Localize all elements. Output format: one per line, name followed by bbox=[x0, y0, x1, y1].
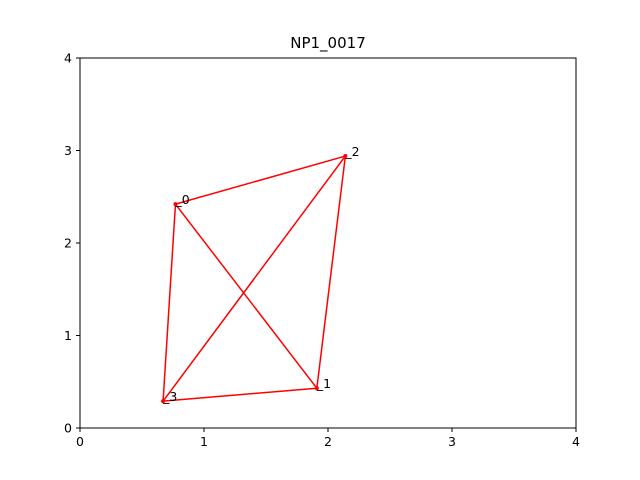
edge-0-2 bbox=[175, 155, 346, 205]
ticks-layer: 0 1 2 3 4 0 1 2 3 4 bbox=[64, 51, 580, 450]
x-tick-label: 4 bbox=[572, 434, 580, 449]
data-point-2 bbox=[343, 154, 348, 159]
data-point-0 bbox=[173, 202, 178, 207]
data-point-1 bbox=[314, 386, 319, 391]
y-tick-label: 3 bbox=[64, 143, 72, 158]
edge-3-0 bbox=[162, 204, 177, 402]
point-label-3: _3 bbox=[162, 389, 177, 404]
x-tick-label: 0 bbox=[76, 434, 84, 449]
edge-2-1 bbox=[316, 155, 347, 389]
plot-frame bbox=[79, 57, 577, 429]
x-tick-label: 1 bbox=[200, 434, 208, 449]
point-label-0: _0 bbox=[174, 192, 189, 207]
chart-title: NP1_0017 bbox=[290, 34, 365, 53]
edge-1-3 bbox=[163, 387, 317, 402]
edge-0-1 bbox=[174, 203, 318, 389]
points-layer: _0 _1 _2 _3 bbox=[161, 144, 360, 404]
data-point-3 bbox=[161, 399, 166, 404]
edges-layer bbox=[162, 155, 347, 402]
y-tick-label: 1 bbox=[64, 328, 72, 343]
x-tick-label: 2 bbox=[324, 434, 332, 449]
x-tick-label: 3 bbox=[448, 434, 456, 449]
y-tick-label: 0 bbox=[64, 421, 72, 436]
point-label-2: _2 bbox=[344, 144, 359, 159]
edge-2-3 bbox=[162, 155, 346, 402]
point-label-1: _1 bbox=[316, 376, 331, 391]
y-tick-label: 2 bbox=[64, 236, 72, 251]
y-tick-label: 4 bbox=[64, 51, 72, 66]
